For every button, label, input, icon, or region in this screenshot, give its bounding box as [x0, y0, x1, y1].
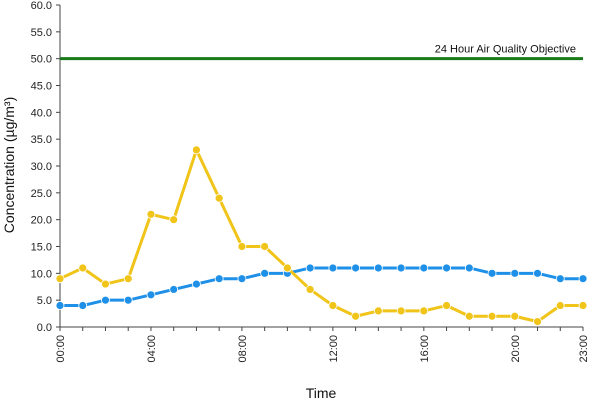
series-2-point	[487, 311, 497, 321]
series-1-point	[260, 268, 270, 278]
series-1-point	[146, 290, 156, 300]
y-tick-label: 25.0	[31, 188, 52, 200]
series-1-point	[464, 263, 474, 273]
series-2-point	[510, 311, 520, 321]
series-2-point	[396, 306, 406, 316]
series-2-point	[260, 242, 270, 251]
series-2-point	[101, 279, 110, 289]
series-2-point	[328, 301, 338, 310]
series-2-point	[123, 274, 133, 284]
x-tick-label: 12:00	[328, 335, 340, 363]
x-tick-label: 04:00	[146, 335, 158, 363]
series-1-point	[78, 301, 88, 310]
series-1-point	[328, 263, 338, 273]
series-2-point	[464, 311, 474, 321]
series-2-point	[282, 263, 292, 273]
series-1-point	[578, 274, 588, 284]
series-1-point	[510, 268, 520, 278]
series-1-point	[419, 263, 429, 273]
x-tick-label: 00:00	[55, 335, 67, 363]
series-1-point	[442, 263, 451, 273]
series-1-point	[55, 301, 65, 310]
series-1-point	[351, 263, 361, 273]
series-2-point	[169, 215, 179, 225]
x-tick-label: 23:00	[578, 335, 590, 363]
y-tick-label: 45.0	[31, 81, 52, 93]
series-1-point	[487, 268, 497, 278]
series-1-point	[555, 274, 565, 284]
series-2-point	[373, 306, 383, 316]
series-1-point	[123, 295, 133, 305]
series-1-point	[237, 274, 247, 284]
x-axis-title: Time	[306, 385, 337, 400]
y-tick-label: 10.0	[31, 268, 52, 280]
y-tick-label: 5.0	[37, 295, 52, 307]
series-2-point	[78, 263, 88, 273]
series-2-point	[351, 311, 361, 321]
series-1-point	[373, 263, 383, 273]
series-1-point	[396, 263, 406, 273]
x-axis: 00:00 04:00 08:00 12:00 16:00 20:00 23:00	[55, 326, 590, 363]
series-2-point	[555, 301, 565, 310]
series-2-point	[146, 209, 156, 219]
y-tick-label: 55.0	[31, 27, 52, 39]
y-tick-label: 50.0	[31, 54, 52, 66]
series-1-line	[60, 266, 583, 308]
series-2-point	[55, 274, 65, 284]
series-1-point	[169, 285, 179, 294]
y-tick-label: 20.0	[31, 215, 52, 227]
series-group	[55, 145, 588, 327]
y-tick-label: 35.0	[31, 134, 52, 146]
series-2-point	[214, 193, 224, 203]
series-2-point	[578, 301, 588, 310]
series-2-point	[192, 145, 201, 155]
y-tick-label: 60.0	[31, 0, 52, 12]
reference-line-group: 24 Hour Air Quality Objective	[60, 44, 583, 61]
x-tick-label: 20:00	[510, 335, 522, 363]
series-1-point	[214, 274, 224, 284]
series-2-point	[237, 242, 247, 251]
series-1-point	[101, 295, 110, 305]
series-1-point	[192, 279, 201, 289]
series-2-point	[533, 317, 542, 327]
y-tick-label: 30.0	[31, 161, 52, 173]
series-2-line	[59, 148, 583, 324]
x-tick-label: 08:00	[237, 335, 249, 363]
y-tick-label: 40.0	[31, 107, 52, 119]
series-2-point	[305, 285, 315, 294]
series-2-point	[442, 301, 451, 310]
y-tick-label: 0.0	[37, 322, 52, 334]
series-1-point	[533, 268, 542, 278]
series-2-point	[419, 306, 429, 316]
x-tick-label: 16:00	[419, 335, 431, 363]
reference-line-label: 24 Hour Air Quality Objective	[435, 44, 576, 56]
y-axis: 0.0 5.0 10.0 15.0 20.0 25.0 30.0 35.0 40.0 45.0 50…	[31, 0, 61, 334]
y-axis-title: Concentration (µg/m³)	[1, 97, 17, 233]
series-1-point	[305, 263, 315, 273]
y-tick-label: 15.0	[31, 242, 52, 254]
